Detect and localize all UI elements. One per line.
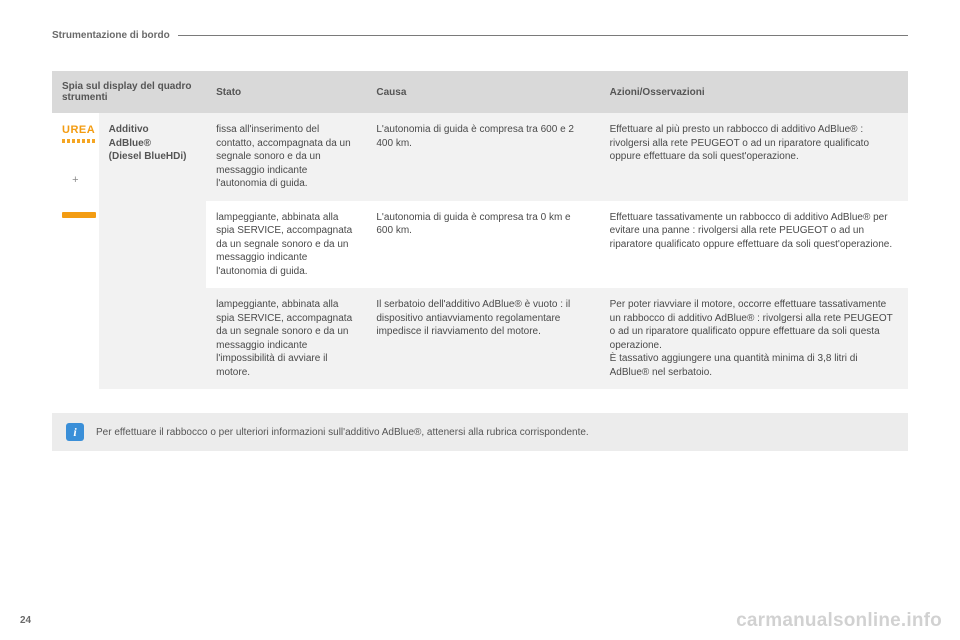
urea-icon: UREA xyxy=(62,123,89,138)
info-icon: i xyxy=(66,423,84,441)
additive-name-line3: (Diesel BlueHDi) xyxy=(109,151,187,162)
causa-cell: Il serbatoio dell'additivo AdBlue® è vuo… xyxy=(366,288,599,389)
watermark: carmanualsonline.info xyxy=(736,610,942,632)
azioni-cell: Effettuare al più presto un rabbocco di … xyxy=(600,113,908,201)
table-header-row: Spia sul display del quadro strumenti St… xyxy=(52,71,908,113)
header-rule xyxy=(178,35,908,36)
indicator-icon-cell: UREA + xyxy=(52,113,99,389)
col-stato: Stato xyxy=(206,71,366,113)
causa-cell: L'autonomia di guida è compresa tra 600 … xyxy=(366,113,599,201)
info-text: Per effettuare il rabbocco o per ulterio… xyxy=(96,427,589,438)
section-title: Strumentazione di bordo xyxy=(52,30,170,41)
warning-table: Spia sul display del quadro strumenti St… xyxy=(52,71,908,389)
info-callout: i Per effettuare il rabbocco o per ulter… xyxy=(52,413,908,451)
causa-cell: L'autonomia di guida è compresa tra 0 km… xyxy=(366,201,599,289)
page-number: 24 xyxy=(20,615,31,626)
col-spia: Spia sul display del quadro strumenti xyxy=(52,71,206,113)
azioni-cell: Effettuare tassativamente un rabbocco di… xyxy=(600,201,908,289)
additive-name-line1: Additivo xyxy=(109,124,149,135)
table-row: UREA + Additivo AdBlue® (Diesel BlueHDi)… xyxy=(52,113,908,201)
stato-cell: lampeggiante, abbinata alla spia SERVICE… xyxy=(206,288,366,389)
additive-name-cell: Additivo AdBlue® (Diesel BlueHDi) xyxy=(99,113,207,389)
service-bar-icon xyxy=(62,212,96,218)
stato-cell: fissa all'inserimento del contatto, acco… xyxy=(206,113,366,201)
stato-cell: lampeggiante, abbinata alla spia SERVICE… xyxy=(206,201,366,289)
plus-icon: + xyxy=(62,173,89,188)
col-azioni: Azioni/Osservazioni xyxy=(600,71,908,113)
col-causa: Causa xyxy=(366,71,599,113)
urea-underline xyxy=(62,139,96,143)
additive-name-line2: AdBlue® xyxy=(109,138,151,149)
azioni-cell: Per poter riavviare il motore, occorre e… xyxy=(600,288,908,389)
